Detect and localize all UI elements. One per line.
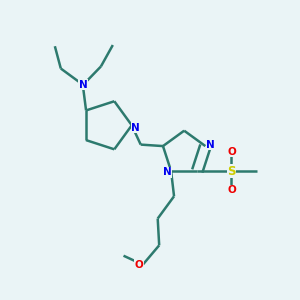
- Text: O: O: [227, 185, 236, 195]
- Text: O: O: [227, 147, 236, 157]
- Text: N: N: [131, 123, 140, 133]
- Text: N: N: [206, 140, 215, 150]
- Text: O: O: [135, 260, 143, 270]
- Text: N: N: [79, 80, 88, 90]
- Text: S: S: [227, 164, 236, 178]
- Text: N: N: [163, 167, 172, 178]
